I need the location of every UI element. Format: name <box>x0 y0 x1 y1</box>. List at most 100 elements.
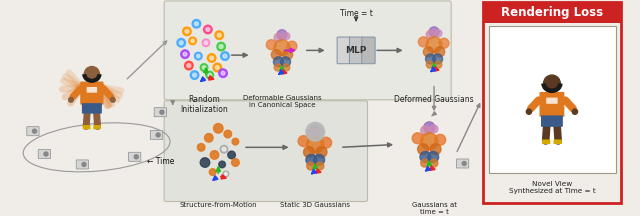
Circle shape <box>183 52 187 56</box>
Circle shape <box>271 50 281 60</box>
FancyBboxPatch shape <box>93 125 101 129</box>
Circle shape <box>219 69 227 78</box>
Circle shape <box>82 162 86 167</box>
Circle shape <box>224 130 232 138</box>
FancyBboxPatch shape <box>38 149 51 159</box>
Circle shape <box>177 38 186 47</box>
Circle shape <box>266 40 276 50</box>
Circle shape <box>84 67 99 82</box>
Circle shape <box>429 27 439 37</box>
Circle shape <box>430 125 438 133</box>
Circle shape <box>215 31 223 40</box>
Circle shape <box>184 61 193 70</box>
Circle shape <box>287 41 297 51</box>
FancyBboxPatch shape <box>81 82 103 105</box>
Circle shape <box>283 33 290 40</box>
Circle shape <box>206 71 214 79</box>
Text: ← Time: ← Time <box>147 157 174 166</box>
Circle shape <box>200 158 210 167</box>
FancyBboxPatch shape <box>27 127 39 136</box>
Circle shape <box>206 28 210 31</box>
Text: Rendering Loss: Rendering Loss <box>501 6 603 19</box>
FancyBboxPatch shape <box>154 108 166 117</box>
Circle shape <box>426 61 433 68</box>
Circle shape <box>280 57 291 67</box>
FancyArrowPatch shape <box>73 89 79 97</box>
Circle shape <box>219 161 225 168</box>
Circle shape <box>202 39 210 47</box>
Circle shape <box>207 54 216 62</box>
Circle shape <box>426 54 435 64</box>
Text: Random
Initialization: Random Initialization <box>180 95 228 114</box>
Circle shape <box>195 22 198 26</box>
Circle shape <box>33 129 36 133</box>
FancyBboxPatch shape <box>81 82 103 105</box>
Circle shape <box>424 47 433 57</box>
FancyBboxPatch shape <box>164 1 451 100</box>
FancyBboxPatch shape <box>540 92 564 117</box>
Circle shape <box>216 66 220 69</box>
Circle shape <box>190 71 199 79</box>
FancyBboxPatch shape <box>164 101 367 202</box>
Text: Novel View
Synthesized at Time = t: Novel View Synthesized at Time = t <box>509 181 595 194</box>
FancyBboxPatch shape <box>81 82 103 105</box>
Circle shape <box>430 159 438 167</box>
FancyBboxPatch shape <box>456 159 468 168</box>
Circle shape <box>274 33 283 42</box>
FancyBboxPatch shape <box>489 26 616 173</box>
Circle shape <box>213 63 221 72</box>
Circle shape <box>435 61 442 68</box>
Circle shape <box>298 136 309 146</box>
Circle shape <box>221 71 225 75</box>
FancyBboxPatch shape <box>76 160 88 169</box>
Circle shape <box>306 122 324 141</box>
Circle shape <box>277 30 287 40</box>
Circle shape <box>44 152 48 156</box>
Circle shape <box>156 133 160 137</box>
Circle shape <box>426 30 435 39</box>
Circle shape <box>180 50 189 59</box>
Circle shape <box>526 109 532 114</box>
FancyBboxPatch shape <box>81 82 103 105</box>
Circle shape <box>202 66 205 69</box>
FancyBboxPatch shape <box>86 87 97 93</box>
Circle shape <box>316 146 327 157</box>
FancyBboxPatch shape <box>546 98 557 104</box>
Circle shape <box>420 159 429 167</box>
FancyBboxPatch shape <box>150 130 163 140</box>
Circle shape <box>321 137 332 148</box>
Circle shape <box>435 134 445 145</box>
FancyBboxPatch shape <box>554 140 562 144</box>
Circle shape <box>283 50 292 60</box>
FancyBboxPatch shape <box>483 2 621 23</box>
Circle shape <box>314 154 324 165</box>
Circle shape <box>412 133 423 144</box>
Circle shape <box>303 146 314 157</box>
Circle shape <box>192 19 201 28</box>
Circle shape <box>424 122 435 133</box>
Circle shape <box>428 151 438 162</box>
Circle shape <box>195 52 202 60</box>
Circle shape <box>205 133 213 142</box>
Circle shape <box>189 37 196 45</box>
FancyArrowPatch shape <box>531 100 538 109</box>
Circle shape <box>435 47 445 57</box>
Circle shape <box>68 97 74 102</box>
Text: Structure-from-Motion: Structure-from-Motion <box>179 202 257 208</box>
Circle shape <box>316 128 324 136</box>
Circle shape <box>218 33 221 37</box>
Circle shape <box>200 64 208 71</box>
Circle shape <box>310 125 321 136</box>
FancyBboxPatch shape <box>81 82 103 105</box>
Text: Deformable Gaussians
in Canonical Space: Deformable Gaussians in Canonical Space <box>243 95 321 108</box>
Circle shape <box>223 54 227 58</box>
Circle shape <box>307 162 314 170</box>
Circle shape <box>307 129 316 138</box>
Circle shape <box>197 143 205 151</box>
Circle shape <box>222 147 226 151</box>
Circle shape <box>420 151 431 162</box>
FancyBboxPatch shape <box>82 103 102 114</box>
Circle shape <box>187 64 191 68</box>
Circle shape <box>191 39 195 43</box>
Circle shape <box>182 27 191 36</box>
